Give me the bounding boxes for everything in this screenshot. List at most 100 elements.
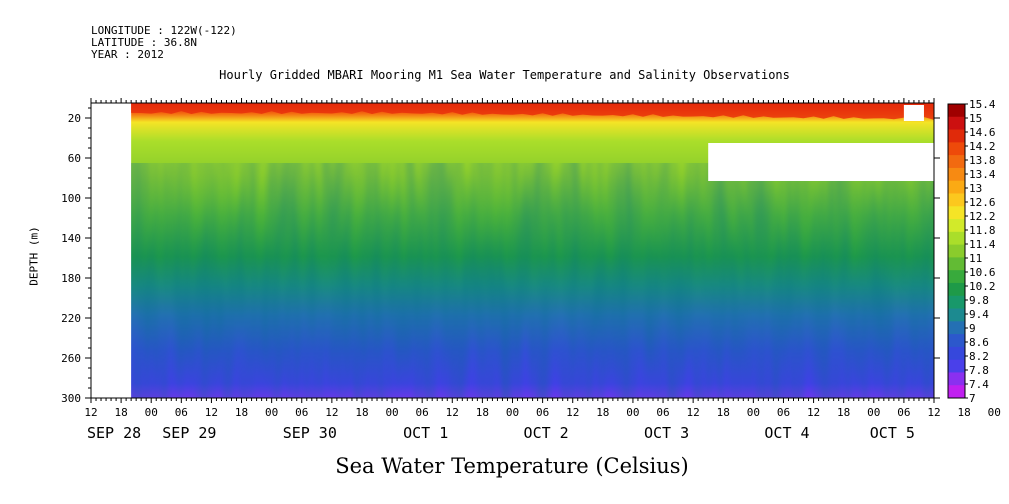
x-axis-label: Sea Water Temperature (Celsius)	[335, 454, 689, 478]
x-hour-tick-label: 00	[145, 406, 158, 419]
y-tick-label: 260	[61, 352, 81, 365]
x-hour-tick-label: 12	[325, 406, 338, 419]
x-hour-tick-label: 12	[927, 406, 940, 419]
colorbar-label: 15.4	[969, 98, 996, 111]
colorbar-label: 14.2	[969, 140, 996, 153]
colorbar-frame	[947, 103, 966, 399]
colorbar-label: 10.6	[969, 266, 996, 279]
x-day-label: OCT 4	[764, 424, 809, 442]
x-hour-tick-label: 12	[446, 406, 459, 419]
colorbar-swatch	[948, 116, 965, 130]
colorbar-swatch	[948, 231, 965, 246]
year-label: YEAR : 2012	[91, 48, 164, 61]
colorbar-label: 7.8	[969, 364, 989, 377]
colorbar-swatch	[948, 104, 965, 118]
colorbar-label: 13	[969, 182, 982, 195]
missing-data-block	[708, 143, 934, 181]
x-hour-tick-label: 00	[988, 406, 1001, 419]
colorbar-label: 11	[969, 252, 982, 265]
colorbar-label: 9.4	[969, 308, 989, 321]
colorbar-swatch	[948, 180, 965, 194]
colorbar-swatch	[948, 385, 965, 399]
colorbar-swatch	[948, 257, 965, 271]
colorbar-swatch	[948, 282, 965, 297]
colorbar-swatch	[948, 308, 965, 322]
x-hour-tick-label: 12	[566, 406, 579, 419]
colorbar-label: 13.8	[969, 154, 996, 167]
axes: 12 18 00 06 12 18 00 06 12 18 00 06 12 18 00 06 12 18 00 06…	[61, 98, 1001, 442]
colorbar-swatch	[948, 193, 965, 207]
colorbar-swatch	[948, 372, 965, 386]
x-hour-tick-label: 00	[867, 406, 880, 419]
colorbar-swatch	[948, 155, 965, 169]
colorbar-label: 8.6	[969, 336, 989, 349]
colorbar-label: 8.2	[969, 350, 989, 363]
y-tick-label: 140	[61, 232, 81, 245]
x-hour-tick-label: 18	[717, 406, 730, 419]
temperature-texture	[131, 163, 935, 398]
x-day-label: OCT 2	[524, 424, 569, 442]
x-hour-tick-label: 00	[506, 406, 519, 419]
y-tick-label: 60	[68, 152, 81, 165]
colorbar-swatch	[948, 334, 965, 348]
y-tick-label: 180	[61, 272, 81, 285]
x-hour-tick-label: 06	[416, 406, 429, 419]
surface-warm-band	[131, 103, 935, 120]
colorbar-swatch	[948, 244, 965, 258]
x-hour-tick-label: 12	[205, 406, 218, 419]
colorbar-label: 10.2	[969, 280, 996, 293]
colorbar-label: 12.2	[969, 210, 996, 223]
x-hour-tick-label: 18	[235, 406, 248, 419]
x-day-label: SEP 29	[162, 424, 216, 442]
x-hour-tick-label: 06	[897, 406, 910, 419]
x-hour-tick-label: 18	[355, 406, 368, 419]
colorbar-label: 14.6	[969, 126, 996, 139]
x-hour-tick-label: 12	[807, 406, 820, 419]
x-hour-tick-label: 00	[385, 406, 398, 419]
colorbar-label: 9.8	[969, 294, 989, 307]
x-day-label: SEP 28	[87, 424, 141, 442]
colorbar-label: 7.4	[969, 378, 989, 391]
x-hour-tick-label: 06	[175, 406, 188, 419]
colorbar-label: 12.6	[969, 196, 996, 209]
colorbar-swatch	[948, 142, 965, 156]
colorbar-label: 11.4	[969, 238, 996, 251]
x-day-label: OCT 3	[644, 424, 689, 442]
y-tick-label: 300	[61, 392, 81, 405]
x-hour-tick-label: 18	[114, 406, 127, 419]
y-tick-label: 20	[68, 112, 81, 125]
longitude-label: LONGITUDE : 122W(-122)	[91, 24, 237, 37]
x-hour-tick-label: 18	[596, 406, 609, 419]
x-hour-tick-label: 06	[536, 406, 549, 419]
colorbar-swatch	[948, 270, 965, 284]
x-hour-tick-label: 00	[265, 406, 278, 419]
x-hour-tick-label: 00	[626, 406, 639, 419]
colorbar-swatch	[948, 129, 965, 143]
colorbar-label: 9	[969, 322, 976, 335]
heatmap-area	[131, 103, 935, 398]
x-day-label: OCT 5	[870, 424, 915, 442]
x-hour-tick-label: 18	[476, 406, 489, 419]
colorbar-label: 15	[969, 112, 982, 125]
colorbar-swatch	[948, 346, 965, 361]
x-hour-tick-label: 00	[747, 406, 760, 419]
chart-title: Hourly Gridded MBARI Mooring M1 Sea Wate…	[219, 68, 790, 82]
y-tick-label: 220	[61, 312, 81, 325]
x-hour-tick-label: 12	[84, 406, 97, 419]
missing-data-block	[903, 105, 924, 121]
colorbar-label: 11.8	[969, 224, 996, 237]
colorbar-swatch	[948, 295, 965, 309]
colorbar-swatch	[948, 321, 965, 335]
latitude-label: LATITUDE : 36.8N	[91, 36, 197, 49]
x-hour-tick-label: 06	[295, 406, 308, 419]
colorbar-label: 7	[969, 392, 976, 405]
x-hour-tick-label: 18	[957, 406, 970, 419]
x-hour-tick-label: 12	[687, 406, 700, 419]
colorbar-swatch	[948, 206, 965, 220]
colorbar-swatch	[948, 359, 965, 373]
x-hour-tick-label: 06	[777, 406, 790, 419]
x-hour-tick-label: 06	[656, 406, 669, 419]
x-day-label: OCT 1	[403, 424, 448, 442]
x-day-label: SEP 30	[283, 424, 337, 442]
colorbar-label: 13.4	[969, 168, 996, 181]
